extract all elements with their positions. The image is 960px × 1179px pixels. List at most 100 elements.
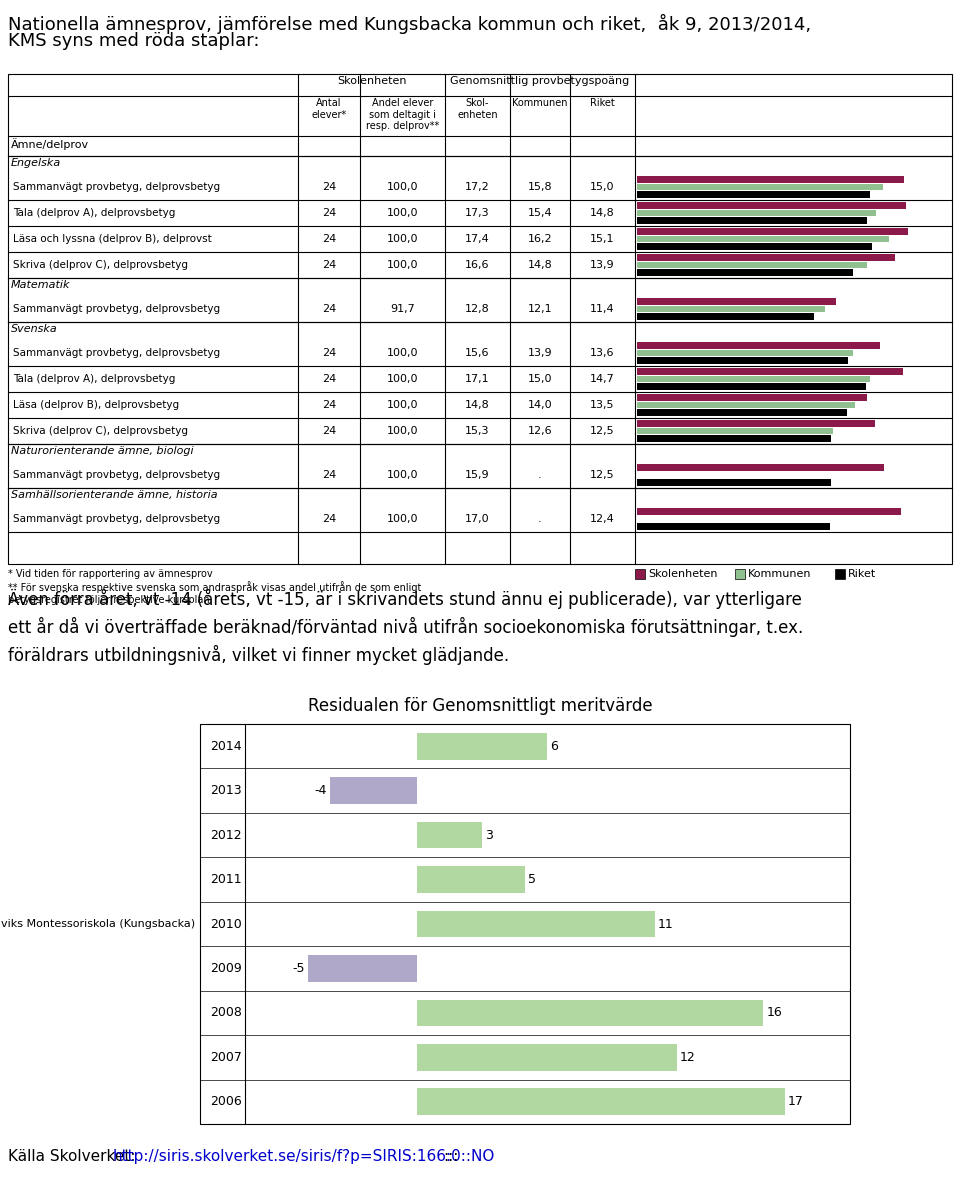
Text: 100,0: 100,0 <box>387 426 419 436</box>
Text: 24: 24 <box>322 348 336 358</box>
Bar <box>8 74 952 564</box>
Text: 14,0: 14,0 <box>528 400 552 410</box>
Bar <box>637 428 833 434</box>
Bar <box>637 262 867 268</box>
Text: 6: 6 <box>550 739 558 752</box>
Text: Skolenheten: Skolenheten <box>337 75 406 86</box>
Text: 13,9: 13,9 <box>590 261 614 270</box>
Text: .: . <box>539 470 541 480</box>
Text: Sammanvägt provbetyg, delprovsbetyg: Sammanvägt provbetyg, delprovsbetyg <box>13 348 220 358</box>
Text: Skol-
enheten: Skol- enheten <box>457 98 498 119</box>
Text: 2012: 2012 <box>210 829 242 842</box>
Text: 12,4: 12,4 <box>590 514 614 523</box>
Text: 24: 24 <box>322 208 336 218</box>
Bar <box>637 395 867 401</box>
Text: Läsa och lyssna (delprov B), delprovst: Läsa och lyssna (delprov B), delprovst <box>13 233 212 244</box>
Text: Även förra året, vt -14 (årets, vt -15, är i skrivandets stund ännu ej publicera: Även förra året, vt -14 (årets, vt -15, … <box>8 590 804 665</box>
Text: 2006: 2006 <box>210 1095 242 1108</box>
Bar <box>417 1088 785 1115</box>
Bar <box>637 229 907 235</box>
Bar <box>330 777 417 804</box>
Bar <box>308 955 417 982</box>
Text: 12: 12 <box>680 1050 695 1063</box>
Text: Engelska: Engelska <box>11 158 61 167</box>
Text: Skriva (delprov C), delprovsbetyg: Skriva (delprov C), delprovsbetyg <box>13 426 188 436</box>
Text: 100,0: 100,0 <box>387 233 419 244</box>
Text: 2008: 2008 <box>210 1007 242 1020</box>
Bar <box>637 236 889 242</box>
Text: 2010: 2010 <box>210 917 242 930</box>
Text: 15,9: 15,9 <box>466 470 490 480</box>
Text: 15,0: 15,0 <box>528 374 552 384</box>
Bar <box>637 350 853 356</box>
Text: 2009: 2009 <box>210 962 242 975</box>
Text: Riket: Riket <box>848 569 876 579</box>
Text: 24: 24 <box>322 470 336 480</box>
Bar <box>637 369 903 375</box>
Text: 100,0: 100,0 <box>387 182 419 192</box>
Text: Riket: Riket <box>590 98 614 108</box>
Bar <box>637 210 876 216</box>
Text: 100,0: 100,0 <box>387 400 419 410</box>
Text: Sammanvägt provbetyg, delprovsbetyg: Sammanvägt provbetyg, delprovsbetyg <box>13 470 220 480</box>
Text: 24: 24 <box>322 400 336 410</box>
Bar <box>637 421 875 427</box>
Text: Genomsnittlig provbetygspoäng: Genomsnittlig provbetygspoäng <box>450 75 630 86</box>
Bar <box>637 243 872 250</box>
Text: Tala (delprov A), delprovsbetyg: Tala (delprov A), delprovsbetyg <box>13 208 176 218</box>
Bar <box>637 184 882 190</box>
Text: -5: -5 <box>293 962 305 975</box>
Bar <box>735 569 745 579</box>
Text: 24: 24 <box>322 426 336 436</box>
Text: 13,5: 13,5 <box>590 400 614 410</box>
Bar <box>637 383 866 389</box>
Text: Ämne/delprov: Ämne/delprov <box>11 138 89 150</box>
Text: Tala (delprov A), delprovsbetyg: Tala (delprov A), delprovsbetyg <box>13 374 176 384</box>
Text: -4: -4 <box>315 784 327 797</box>
Text: 12,5: 12,5 <box>590 426 614 436</box>
Bar <box>417 1000 763 1026</box>
Bar <box>637 376 871 382</box>
Text: 17,0: 17,0 <box>466 514 490 523</box>
Text: 15,3: 15,3 <box>466 426 490 436</box>
Bar <box>200 724 850 1124</box>
Text: ** För svenska respektive svenska som andraspråk visas andel utifrån de som enli: ** För svenska respektive svenska som an… <box>8 581 421 605</box>
Bar <box>417 1043 677 1071</box>
Text: Sammanvägt provbetyg, delprovsbetyg: Sammanvägt provbetyg, delprovsbetyg <box>13 304 220 314</box>
Text: 24: 24 <box>322 182 336 192</box>
Text: 3: 3 <box>485 829 492 842</box>
Text: 100,0: 100,0 <box>387 261 419 270</box>
Text: 2013: 2013 <box>210 784 242 797</box>
Text: Nationella ämnesprov, jämförelse med Kungsbacka kommun och riket,  åk 9, 2013/20: Nationella ämnesprov, jämförelse med Kun… <box>8 14 811 34</box>
Text: 16,6: 16,6 <box>466 261 490 270</box>
Text: 14,8: 14,8 <box>466 400 490 410</box>
Text: Kommunen: Kommunen <box>513 98 567 108</box>
Bar <box>637 255 895 261</box>
Text: 11: 11 <box>658 917 674 930</box>
Text: 100,0: 100,0 <box>387 470 419 480</box>
Bar <box>417 822 482 849</box>
Text: 12,1: 12,1 <box>528 304 552 314</box>
Text: 24: 24 <box>322 233 336 244</box>
Bar <box>637 217 867 224</box>
Text: 12,6: 12,6 <box>528 426 552 436</box>
Text: 24: 24 <box>322 304 336 314</box>
Text: 17,1: 17,1 <box>466 374 490 384</box>
Text: 15,0: 15,0 <box>590 182 614 192</box>
Text: 2011: 2011 <box>210 874 242 887</box>
Bar <box>635 569 645 579</box>
Bar <box>417 867 525 893</box>
Text: http://siris.skolverket.se/siris/f?p=SIRIS:166:0::NO: http://siris.skolverket.se/siris/f?p=SIR… <box>113 1150 495 1164</box>
Text: 15,4: 15,4 <box>528 208 552 218</box>
Text: 2014: 2014 <box>210 739 242 752</box>
Text: :::: ::: <box>443 1150 458 1164</box>
Text: Skriva (delprov C), delprovsbetyg: Skriva (delprov C), delprovsbetyg <box>13 261 188 270</box>
Text: 100,0: 100,0 <box>387 374 419 384</box>
Text: 13,9: 13,9 <box>528 348 552 358</box>
Text: 15,8: 15,8 <box>528 182 552 192</box>
Bar <box>637 465 884 470</box>
Bar <box>417 733 546 759</box>
Text: 24: 24 <box>322 514 336 523</box>
Bar <box>835 569 845 579</box>
Text: 16,2: 16,2 <box>528 233 552 244</box>
